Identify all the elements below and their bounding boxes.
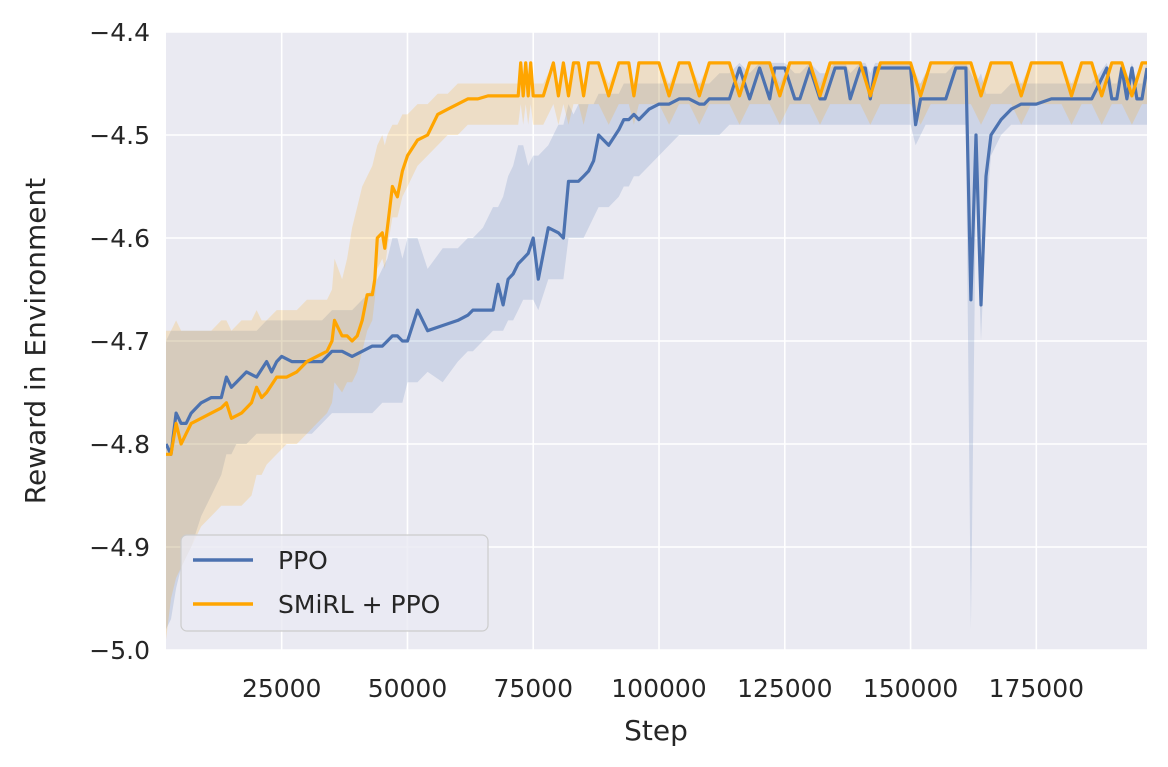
x-tick-label: 75000 (493, 674, 573, 703)
y-tick-label: −4.7 (89, 327, 150, 356)
series-line-ppo (166, 66, 1147, 456)
legend-label-smirl: SMiRL + PPO (278, 590, 440, 619)
x-tick-label: 125000 (737, 674, 832, 703)
y-tick-label: −4.4 (89, 18, 150, 47)
y-tick-label: −4.8 (89, 430, 150, 459)
y-tick-label: −4.9 (89, 533, 150, 562)
x-axis-label: Step (624, 714, 688, 747)
legend: PPO SMiRL + PPO (180, 534, 489, 632)
series-lines (166, 61, 1147, 456)
y-tick-label: −4.5 (89, 121, 150, 150)
x-tick-label: 175000 (989, 674, 1084, 703)
legend-label-ppo: PPO (278, 546, 328, 575)
x-tick-labels: 25000 50000 75000 100000 125000 150000 175000 (242, 674, 1084, 703)
x-tick-label: 25000 (242, 674, 322, 703)
x-tick-label: 50000 (368, 674, 448, 703)
y-axis-label: Reward in Environment (19, 178, 52, 504)
series-line-smirl (166, 61, 1147, 456)
legend-box (180, 534, 489, 632)
y-tick-labels: −5.0 −4.9 −4.8 −4.7 −4.6 −4.5 −4.4 (89, 18, 150, 665)
confidence-band-ppo (166, 62, 1147, 630)
y-tick-label: −5.0 (89, 636, 150, 665)
y-tick-label: −4.6 (89, 224, 150, 253)
x-tick-label: 100000 (611, 674, 706, 703)
x-tick-label: 150000 (863, 674, 958, 703)
